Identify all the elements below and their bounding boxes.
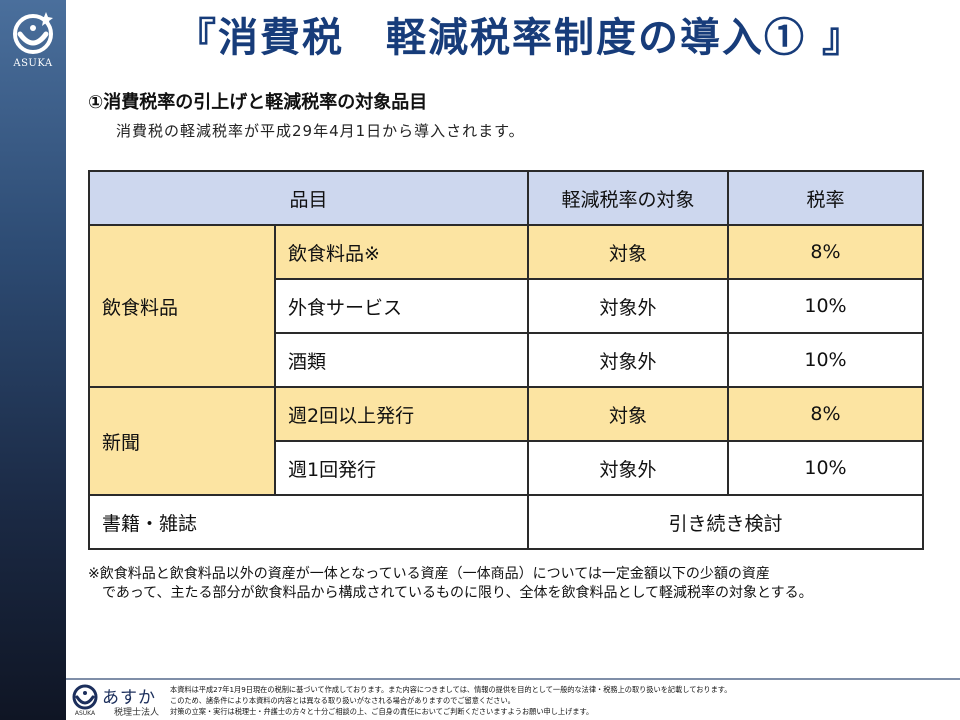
target-cell: 対象外 [527, 332, 729, 388]
footer-divider [66, 678, 960, 680]
header-target: 軽減税率の対象 [527, 170, 729, 226]
disclaimer: 本資料は平成27年1月9日現在の税制に基づいて作成しております。また内容につきま… [170, 684, 950, 717]
rate-cell: 10% [727, 440, 924, 496]
category-cell: 書籍・雑誌 [88, 494, 529, 550]
header-rate: 税率 [727, 170, 924, 226]
sidebar: ASUKA [0, 0, 66, 720]
tax-rate-table: 品目 軽減税率の対象 税率 飲食料品 飲食料品※ 対象 8% 外食サービス 対象… [88, 170, 924, 550]
footnote-line: であって、主たる部分が飲食料品から構成されているものに限り、全体を飲食料品として… [102, 585, 813, 601]
asuka-logo-icon [72, 684, 98, 710]
category-cell: 新聞 [88, 386, 276, 496]
table-row: 酒類 対象外 10% [89, 332, 924, 388]
disclaimer-line: 対策の立案・実行は税理士・弁護士の方々と十分ご相談の上、ご自身の責任においてご判… [170, 707, 594, 716]
asuka-logo-icon [13, 12, 53, 54]
header-item: 品目 [88, 170, 529, 226]
footer-brand-sub: 税理士法人 [114, 708, 160, 718]
table-header-row: 品目 軽減税率の対象 税率 [88, 170, 924, 226]
pending-cell: 引き続き検討 [527, 494, 924, 550]
table-row: 外食サービス 対象外 10% [89, 278, 924, 334]
disclaimer-line: このため、諸条件により本資料の内容とは異なる取り扱いがなされる場合がありますので… [170, 696, 515, 705]
category-cell: 飲食料品 [88, 224, 276, 388]
footnote-line: ※飲食料品と飲食料品以外の資産が一体となっている資産（一体商品）については一定金… [88, 566, 770, 582]
footer-logo: ASUKA あすか 税理士法人 [70, 683, 166, 719]
table-row: 飲食料品 飲食料品※ 対象 8% [88, 224, 924, 388]
target-cell: 対象 [527, 386, 729, 442]
section-heading: ①消費税率の引上げと軽減税率の対象品目 [88, 92, 428, 113]
item-cell: 外食サービス [274, 278, 529, 334]
table-row: 週1回発行 対象外 10% [89, 440, 924, 496]
target-cell: 対象外 [527, 440, 729, 496]
item-cell: 週1回発行 [274, 440, 529, 496]
section-subtitle: 消費税の軽減税率が平成29年4月1日から導入されます。 [116, 122, 525, 140]
target-cell: 対象外 [527, 278, 729, 334]
page-title: 『消費税 軽減税率制度の導入① 』 [176, 14, 864, 61]
logo-text: ASUKA [13, 58, 53, 69]
item-cell: 飲食料品※ [274, 224, 529, 280]
item-cell: 酒類 [274, 332, 529, 388]
rate-cell: 8% [727, 386, 924, 442]
disclaimer-line: 本資料は平成27年1月9日現在の税制に基づいて作成しております。また内容につきま… [170, 685, 732, 694]
footnote: ※飲食料品と飲食料品以外の資産が一体となっている資産（一体商品）については一定金… [88, 565, 948, 603]
target-cell: 対象 [527, 224, 729, 280]
rate-cell: 8% [727, 224, 924, 280]
table-row: 書籍・雑誌 引き続き検討 [88, 494, 924, 550]
table-row: 新聞 週2回以上発行 対象 8% [88, 386, 924, 496]
rate-cell: 10% [727, 278, 924, 334]
footer-brand: あすか [102, 688, 156, 708]
item-cell: 週2回以上発行 [274, 386, 529, 442]
footer-logo-label: ASUKA [74, 710, 96, 717]
rate-cell: 10% [727, 332, 924, 388]
